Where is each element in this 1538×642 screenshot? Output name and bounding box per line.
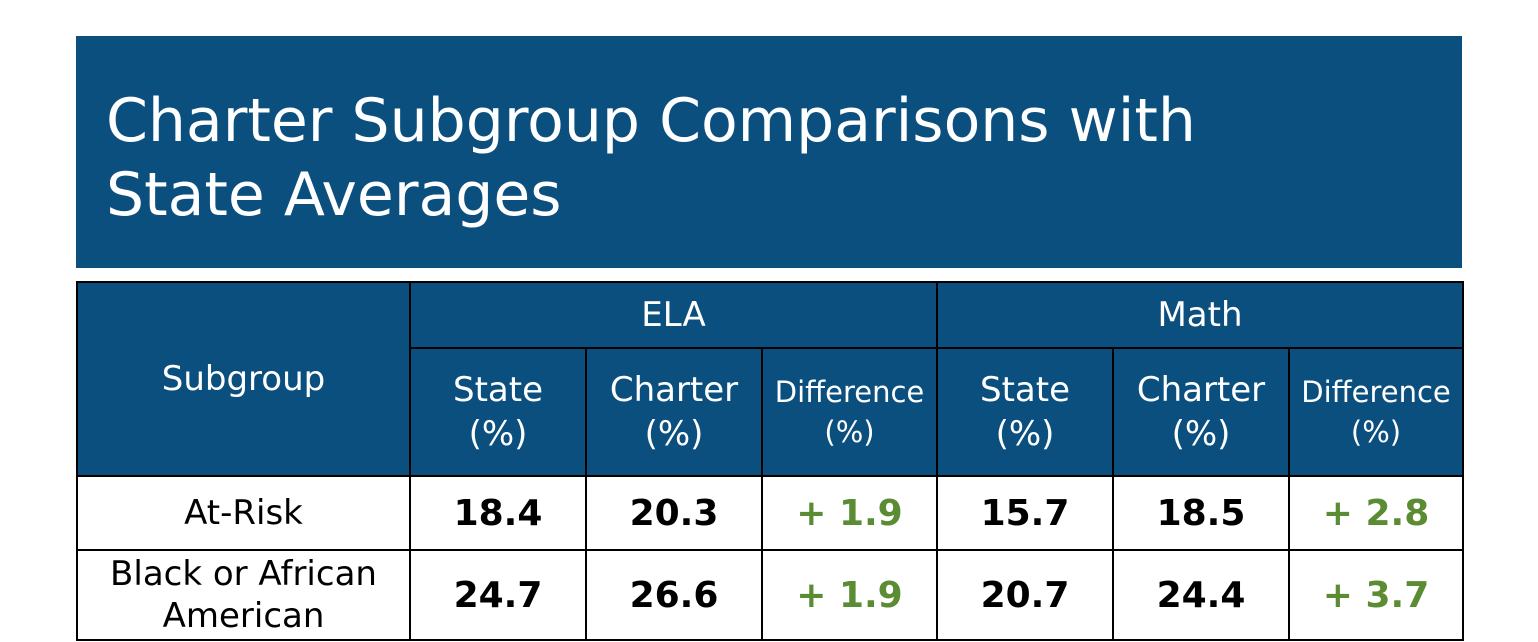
ela-difference-cell: + 1.9 [761, 475, 938, 551]
table-row: At-Risk 18.4 20.3 + 1.9 15.7 18.5 + 2.8 [76, 475, 1465, 551]
math-charter-cell: 18.5 [1112, 475, 1290, 551]
math-group-header: Math [935, 281, 1465, 349]
subgroup-header: Subgroup [76, 281, 411, 477]
math-difference-cell: + 3.7 [1287, 549, 1465, 641]
comparison-table: Subgroup ELA Math State (%) Charter (%) … [76, 281, 1465, 641]
subgroup-cell: Black or African American [76, 549, 411, 641]
ela-state-header: State (%) [409, 347, 587, 477]
math-charter-header: Charter (%) [1112, 347, 1290, 477]
header-unit: (%) [468, 414, 528, 454]
sub-header-row: State (%) Charter (%) Difference (%) Sta… [77, 347, 1465, 477]
ela-state-cell: 18.4 [409, 475, 587, 551]
math-difference-cell: + 2.8 [1287, 475, 1465, 551]
header-line: Charter [609, 370, 739, 410]
ela-group-header: ELA [409, 281, 938, 349]
ela-charter-cell: 26.6 [585, 549, 763, 641]
header-line: State [980, 370, 1070, 410]
ela-charter-header: Charter (%) [585, 347, 763, 477]
math-difference-header: Difference (%) [1287, 347, 1465, 477]
ela-difference-header: Difference (%) [761, 347, 938, 477]
title-banner: Charter Subgroup Comparisons with State … [76, 36, 1462, 268]
header-line: Difference [1301, 375, 1451, 409]
ela-state-cell: 24.7 [409, 549, 587, 641]
header-unit: (%) [995, 414, 1055, 454]
group-header-row: Subgroup ELA Math [76, 281, 1465, 477]
header-line: Difference [774, 375, 925, 409]
ela-difference-cell: + 1.9 [761, 549, 938, 641]
header-unit: (%) [1171, 414, 1231, 454]
header-unit: (%) [1350, 415, 1402, 449]
header-line: State [453, 370, 543, 410]
math-state-cell: 20.7 [936, 549, 1114, 641]
header-unit: (%) [644, 414, 704, 454]
subgroup-cell: At-Risk [76, 475, 411, 551]
page-title: Charter Subgroup Comparisons with State … [106, 86, 1196, 230]
math-charter-cell: 24.4 [1112, 549, 1290, 641]
header-line: Charter [1136, 370, 1266, 410]
math-state-header: State (%) [936, 347, 1114, 477]
table-row: Black or African American 24.7 26.6 + 1.… [76, 549, 1465, 641]
math-state-cell: 15.7 [936, 475, 1114, 551]
header-unit: (%) [824, 415, 875, 449]
ela-charter-cell: 20.3 [585, 475, 763, 551]
